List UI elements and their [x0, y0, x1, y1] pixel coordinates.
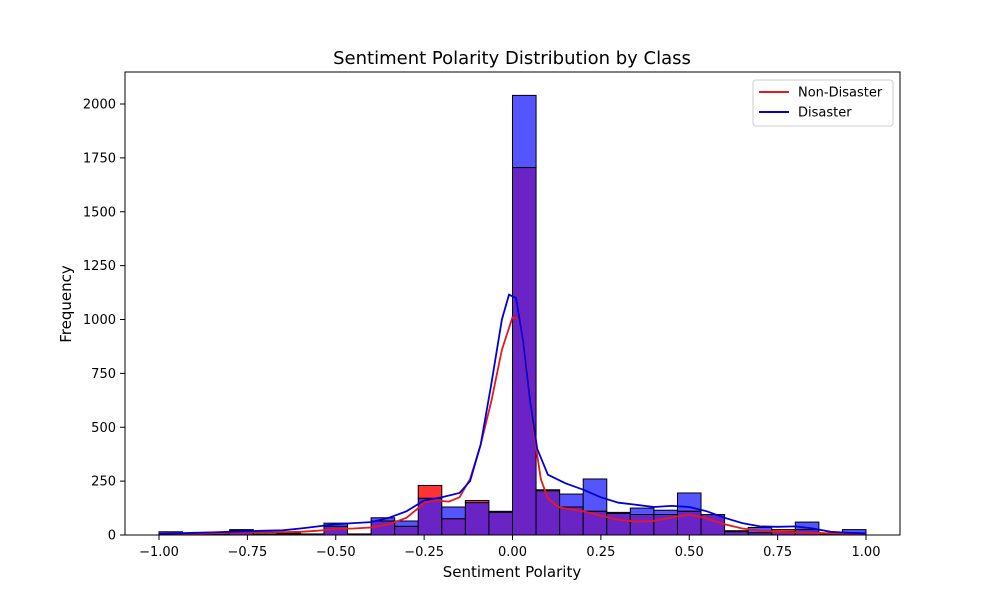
- histogram-bar-non-disaster: [417, 484, 443, 499]
- histogram-bar-overlap: [488, 511, 513, 536]
- histogram-bar-disaster: [653, 509, 678, 516]
- x-tick-label: 1.00: [852, 545, 881, 560]
- x-tick-label: 0.00: [498, 545, 527, 560]
- kde-line-disaster: [158, 293, 867, 535]
- x-tick-label: −1.00: [139, 545, 179, 560]
- histogram-bar-disaster: [441, 506, 466, 520]
- histogram-bar-disaster: [629, 507, 655, 516]
- y-tick-label: 250: [91, 475, 116, 490]
- y-axis-label: Frequency: [57, 265, 75, 343]
- legend-label: Disaster: [798, 106, 852, 121]
- histogram-bar-overlap: [394, 525, 419, 536]
- legend: Non-Disaster Disaster: [752, 79, 894, 127]
- y-tick-label: 0: [108, 529, 116, 544]
- y-tick-label: 2000: [83, 98, 116, 113]
- histogram-bar-overlap: [606, 512, 631, 536]
- x-tick-label: −0.50: [316, 545, 356, 560]
- y-tick-label: 750: [91, 367, 116, 382]
- axes-group: −1.00 −0.75 −0.50 −0.25 0.00 0.25 0.50 0.75 1.00…: [83, 71, 901, 560]
- histogram-bar-overlap: [629, 514, 655, 536]
- histogram-bar-disaster: [512, 94, 537, 169]
- x-axis-label: Sentiment Polarity: [443, 563, 582, 581]
- y-tick-label: 500: [91, 421, 116, 436]
- legend-label: Non-Disaster: [798, 86, 883, 101]
- histogram-bar-overlap: [464, 502, 490, 536]
- chart-title: Sentiment Polarity Distribution by Class: [333, 48, 691, 69]
- y-tick-label: 1750: [83, 151, 116, 166]
- kde-line-non-disaster: [159, 316, 867, 535]
- histogram-bar-disaster: [559, 493, 584, 508]
- histogram-bar-disaster: [394, 520, 419, 527]
- y-tick-label: 1250: [83, 259, 116, 274]
- x-tick-label: −0.25: [404, 545, 444, 560]
- kde-lines-group: [158, 293, 867, 535]
- x-tick-label: −0.75: [227, 545, 267, 560]
- x-tick-label: 0.50: [675, 545, 704, 560]
- y-tick-label: 1500: [83, 205, 116, 220]
- x-tick-label: 0.25: [586, 545, 615, 560]
- y-tick-label: 1000: [83, 313, 116, 328]
- x-tick-label: 0.75: [763, 545, 792, 560]
- histogram-bar-overlap: [441, 518, 466, 536]
- bars-group: [158, 94, 867, 536]
